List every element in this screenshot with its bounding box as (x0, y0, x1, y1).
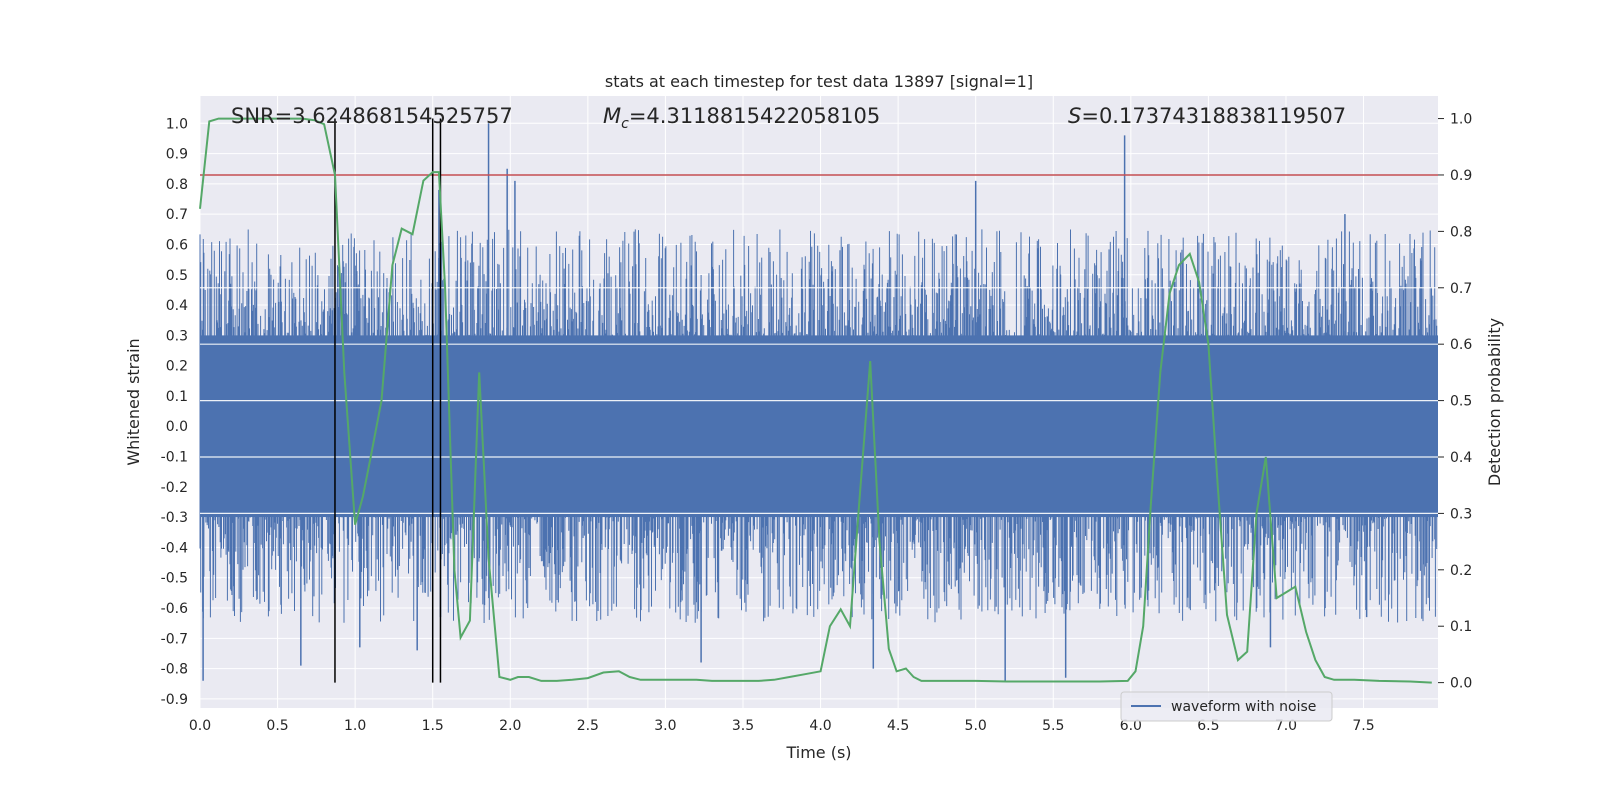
y2-tick-label: 1.0 (1450, 112, 1472, 128)
probability-line (199, 117, 1432, 684)
y-tick-label: -0.1 (161, 450, 188, 466)
chart-title: stats at each timestep for test data 138… (605, 72, 1033, 91)
x-axis-ticks: 0.0 0.5 1.0 1.5 2.0 2.5 3.0 3.5 4.0 4.5 5.0 5.5 6.0 6… (189, 718, 1375, 734)
x-tick-label: 1.0 (344, 718, 366, 734)
y-tick-label: 0.9 (166, 147, 188, 163)
y2-tick-label: 0.3 (1450, 506, 1472, 522)
chirp-mass-symbol: M (603, 104, 621, 128)
y-tick-label: -0.4 (161, 540, 188, 556)
y-tick-label: -0.5 (161, 571, 188, 587)
y-tick-label: -0.6 (161, 601, 188, 617)
s-symbol: S (1068, 104, 1081, 128)
y2-tick-label: 0.2 (1450, 563, 1472, 579)
legend-label: waveform with noise (1171, 699, 1316, 715)
y-axis-ticks: 1.0 0.9 0.8 0.7 0.6 0.5 0.4 0.3 0.2 0.1 0.0 -0.1 -0.… (161, 116, 188, 708)
y-tick-label: 0.6 (166, 237, 188, 253)
x-tick-label: 1.5 (422, 718, 444, 734)
x-tick-label: 5.5 (1042, 718, 1064, 734)
y2-tick-label: 0.0 (1450, 676, 1472, 692)
legend-box (1120, 691, 1333, 722)
y-tick-label: 0.4 (166, 298, 188, 314)
y-tick-label: 0.2 (166, 359, 188, 375)
snr-annotation: SNR=3.624868154525757 (231, 104, 513, 128)
x-tick-label: 0.0 (189, 718, 211, 734)
y-tick-label: 1.0 (166, 116, 188, 132)
strain-core-band (200, 335, 1438, 518)
y2-tick-label: 0.9 (1450, 168, 1472, 184)
chirp-mass-annotation: Mc=4.3118815422058105 (603, 104, 880, 132)
y2-axis-label: Detection probability (1485, 318, 1504, 486)
chirp-mass-value: =4.3118815422058105 (629, 104, 880, 128)
y2-tick-label: 0.4 (1450, 450, 1472, 466)
x-tick-label: 3.0 (654, 718, 676, 734)
strain-series (199, 123, 1438, 681)
y-tick-label: -0.2 (161, 480, 188, 496)
y2-tick-label: 0.1 (1450, 619, 1472, 635)
y-tick-label: 0.5 (166, 268, 188, 284)
x-tick-label: 4.0 (809, 718, 831, 734)
y-tick-label: 0.0 (166, 419, 188, 435)
x-tick-label: 7.5 (1352, 718, 1374, 734)
chirp-mass-subscript: c (621, 116, 629, 132)
probability-series (199, 117, 1432, 684)
x-tick-label: 2.5 (577, 718, 599, 734)
x-tick-label: 2.0 (499, 718, 521, 734)
x-axis-label: Time (s) (785, 743, 851, 762)
y2-tick-label: 0.5 (1450, 394, 1472, 410)
y-tick-label: 0.7 (166, 207, 188, 223)
x-tick-label: 0.5 (266, 718, 288, 734)
x-tick-label: 6.5 (1197, 718, 1219, 734)
x-tick-label: 3.5 (732, 718, 754, 734)
x-tick-label: 5.0 (965, 718, 987, 734)
y-tick-label: -0.9 (161, 692, 188, 708)
s-value: =0.17374318838119507 (1081, 104, 1346, 128)
s-annotation: S=0.17374318838119507 (1068, 104, 1346, 128)
y-tick-label: -0.3 (161, 510, 188, 526)
legend: waveform with noise (1120, 691, 1333, 722)
x-tick-label: 6.0 (1120, 718, 1142, 734)
y2-tick-label: 0.8 (1450, 224, 1472, 240)
y-tick-label: 0.1 (166, 389, 188, 405)
y-tick-label: 0.3 (166, 328, 188, 344)
x-tick-label: 7.0 (1275, 718, 1297, 734)
y-tick-label: -0.8 (161, 662, 188, 678)
y-axis-label: Whitened strain (124, 338, 143, 465)
y-tick-label: 0.8 (166, 177, 188, 193)
y-tick-label: -0.7 (161, 631, 188, 647)
x-tick-label: 4.5 (887, 718, 909, 734)
y2-tick-label: 0.6 (1450, 337, 1472, 353)
y2-axis-ticks: 1.0 0.9 0.8 0.7 0.6 0.5 0.4 0.3 0.2 0.1 0.0 (1438, 112, 1472, 692)
y2-tick-label: 0.7 (1450, 281, 1472, 297)
